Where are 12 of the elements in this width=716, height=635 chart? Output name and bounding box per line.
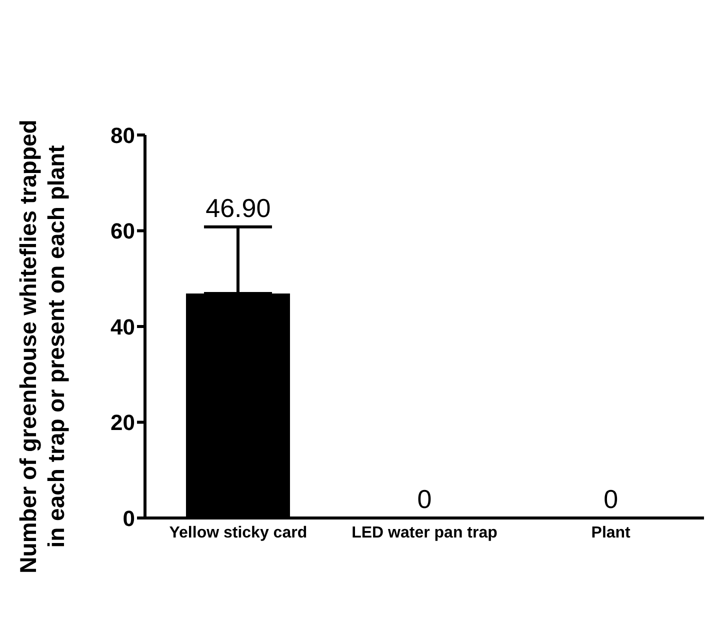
y-tick-label: 0 <box>122 506 135 531</box>
data-label: 0 <box>604 484 618 514</box>
data-label: 46.90 <box>206 192 271 223</box>
data-label: 0 <box>417 484 432 514</box>
y-tick-label: 20 <box>110 410 135 436</box>
y-axis-title: Number of greenhouse whiteflies trapped in each trap or present on each plant <box>15 120 69 574</box>
x-tick-label: Plant <box>591 524 632 542</box>
x-tick-label: LED water pan trap <box>352 524 498 542</box>
y-tick-label: 60 <box>110 218 135 244</box>
y-tick-label: 80 <box>110 122 135 148</box>
y-tick-label: 40 <box>110 314 135 340</box>
x-tick-label: Yellow sticky card <box>169 524 308 542</box>
